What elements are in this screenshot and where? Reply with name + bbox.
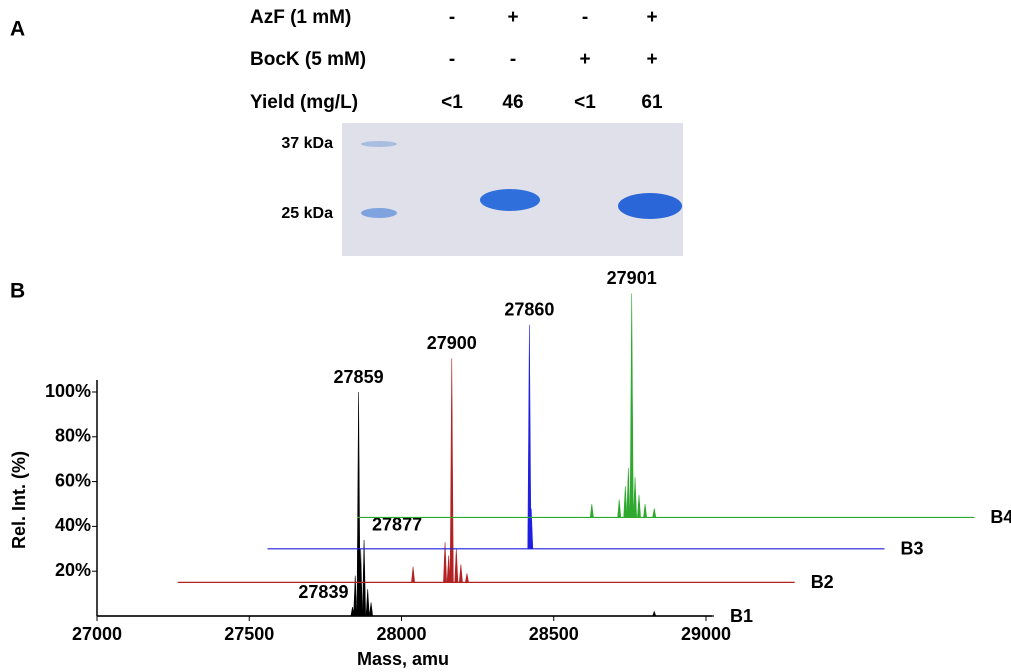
peak [528, 325, 531, 549]
peak [627, 468, 630, 517]
protein-band [618, 193, 682, 219]
peak [637, 495, 640, 517]
x-tick-label: 27500 [224, 624, 274, 644]
x-tick-label: 28000 [376, 624, 426, 644]
marker-label: 25 kDa [281, 205, 333, 222]
peak [653, 612, 656, 616]
x-tick-label: 27000 [72, 624, 122, 644]
protein-band [480, 189, 540, 211]
cell: + [507, 7, 518, 28]
row-label: BocK (5 mM) [250, 49, 366, 70]
peak [411, 567, 414, 583]
peak [455, 549, 458, 583]
cell: + [579, 49, 590, 70]
peak [633, 477, 636, 517]
peak [630, 293, 633, 517]
y-tick-label: 40% [55, 515, 91, 535]
x-tick-label: 28500 [529, 624, 579, 644]
x-axis-label: Mass, amu [357, 649, 449, 669]
cell: - [510, 49, 516, 70]
peak-label: 27860 [504, 300, 554, 320]
series-name: B4 [990, 507, 1011, 527]
peak [369, 603, 372, 616]
series-name: B3 [901, 539, 924, 559]
peak [624, 486, 627, 517]
peak [653, 508, 656, 517]
peak-label: 27859 [334, 367, 384, 387]
cell: - [449, 7, 455, 28]
peak-label: 27839 [298, 582, 348, 602]
cell: <1 [441, 92, 463, 113]
peak [447, 556, 450, 583]
row-label: AzF (1 mM) [250, 7, 351, 28]
peak-label: 27900 [427, 333, 477, 353]
cell: <1 [574, 92, 596, 113]
y-tick-label: 60% [55, 470, 91, 490]
row-label: Yield (mg/L) [250, 92, 358, 113]
cell: 61 [641, 92, 663, 113]
peak [590, 504, 593, 517]
peak [618, 500, 621, 518]
peak [443, 542, 446, 582]
y-tick-label: 80% [55, 426, 91, 446]
cell: + [646, 7, 657, 28]
panel-label: A [10, 18, 25, 41]
ladder-band [361, 208, 397, 218]
cell: + [646, 49, 657, 70]
peak-label: 27901 [607, 268, 657, 288]
cell: - [582, 7, 588, 28]
figure: A 37 kDa 25 kDa B Mass, amu Rel. Int. (%… [0, 0, 1011, 672]
y-tick-label: 20% [55, 560, 91, 580]
peak [362, 540, 365, 616]
y-tick-label: 100% [45, 381, 91, 401]
marker-label: 37 kDa [281, 135, 333, 152]
cell: - [449, 49, 455, 70]
panel-label: B [10, 280, 25, 303]
x-tick-label: 29000 [681, 624, 731, 644]
peak [465, 573, 468, 582]
ladder-band [361, 141, 397, 147]
y-axis-label: Rel. Int. (%) [9, 451, 29, 549]
peak [644, 504, 647, 517]
peak [354, 576, 357, 616]
series-name: B1 [730, 606, 753, 626]
peak [459, 564, 462, 582]
series-name: B2 [811, 572, 834, 592]
peak [366, 589, 369, 616]
cell: 46 [502, 92, 523, 113]
